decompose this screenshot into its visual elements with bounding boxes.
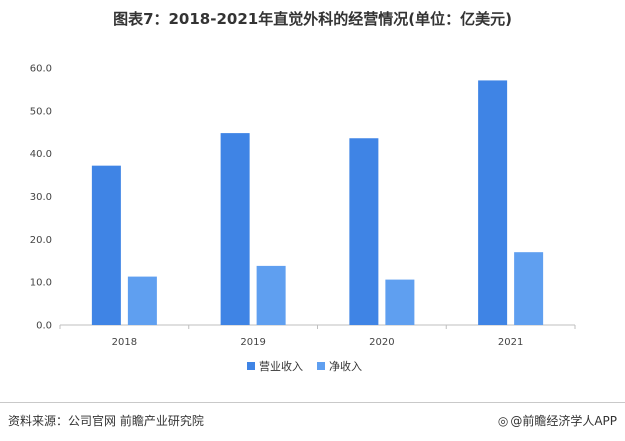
bar-revenue-2021 xyxy=(478,80,508,326)
bar-revenue-2018 xyxy=(91,165,121,325)
y-tick-label: 50.0 xyxy=(30,106,52,117)
x-tick-label: 2018 xyxy=(112,337,137,348)
revenue-chart: 0.0 10.0 20.0 30.0 40.0 50.0 60.0 2018 2019 2020… xyxy=(30,64,576,373)
legend-swatch xyxy=(317,362,325,370)
bar-revenue-2019 xyxy=(220,133,250,325)
bar-net-income-2020 xyxy=(385,279,415,325)
legend: 营业收入 净收入 xyxy=(247,359,362,373)
source-note: 资料来源：公司官网 前瞻产业研究院 xyxy=(8,414,204,428)
y-tick-label: 40.0 xyxy=(30,149,52,160)
chart-title: 图表7：2018-2021年直觉外科的经营情况(单位：亿美元) xyxy=(113,10,512,28)
footer-divider xyxy=(0,402,625,403)
x-tick-label: 2019 xyxy=(240,337,265,348)
y-tick-label: 0.0 xyxy=(36,321,52,332)
legend-label: 净收入 xyxy=(329,359,362,373)
brand-label: ◎ @前瞻经济学人APP xyxy=(498,412,617,429)
y-axis: 0.0 10.0 20.0 30.0 40.0 50.0 60.0 xyxy=(30,64,52,332)
legend-swatch xyxy=(247,362,255,370)
bar-net-income-2021 xyxy=(514,252,544,325)
brand-logo-icon: ◎ xyxy=(497,413,509,428)
y-tick-label: 20.0 xyxy=(30,235,52,246)
bar-series xyxy=(91,80,544,326)
bar-revenue-2020 xyxy=(349,138,379,325)
x-tick-label: 2021 xyxy=(498,337,523,348)
x-axis: 2018 2019 2020 2021 xyxy=(59,324,576,348)
legend-label: 营业收入 xyxy=(259,359,303,373)
x-tick-label: 2020 xyxy=(369,337,394,348)
y-tick-label: 60.0 xyxy=(30,64,52,75)
y-tick-label: 30.0 xyxy=(30,192,52,203)
bar-net-income-2019 xyxy=(256,265,286,325)
brand-text: @前瞻经济学人APP xyxy=(510,414,617,428)
bar-net-income-2018 xyxy=(127,276,157,325)
y-tick-label: 10.0 xyxy=(30,278,52,289)
